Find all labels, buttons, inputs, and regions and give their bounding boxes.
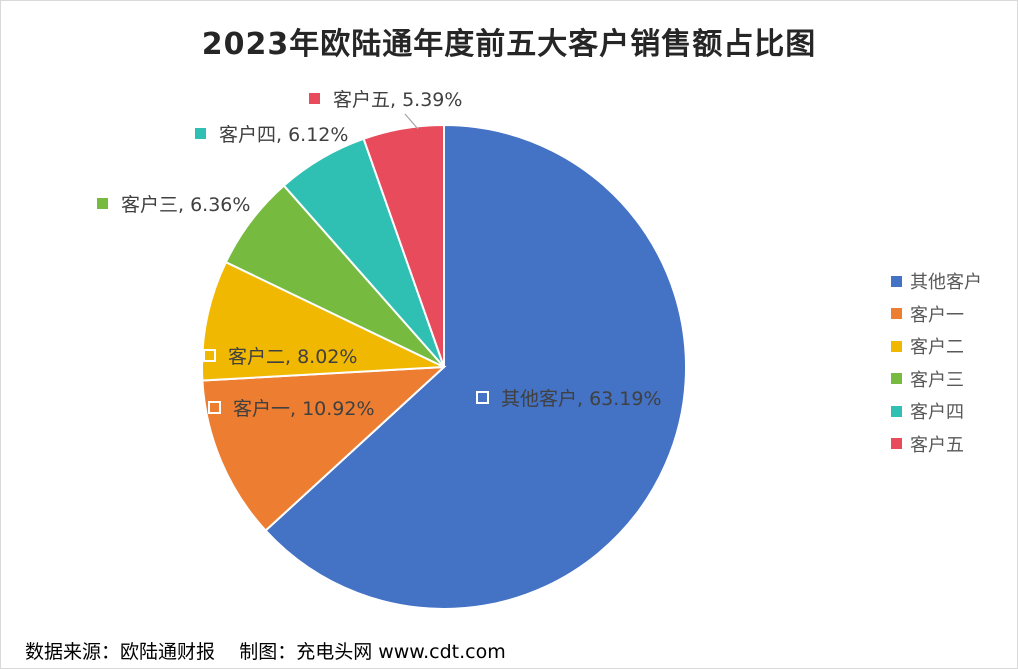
legend-swatch [891, 275, 902, 287]
legend-item-1: 其他客户 [891, 265, 982, 298]
footer: 数据来源：欧陆通财报 制图：充电头网 www.cdt.com [25, 637, 506, 664]
legend-item-6: 客户五 [891, 428, 982, 461]
slice-label-text-2: 客户一, 10.92% [233, 398, 375, 420]
legend-label: 客户五 [910, 434, 964, 456]
legend-swatch [891, 438, 902, 450]
slice-label-text-1: 其他客户, 63.19% [501, 388, 662, 410]
legend: 其他客户客户一客户二客户三客户四客户五 [891, 265, 982, 460]
chart-title: 2023年欧陆通年度前五大客户销售额占比图 [201, 27, 817, 62]
legend-label: 客户二 [910, 337, 964, 359]
legend-label: 客户四 [910, 402, 964, 424]
slice-label-key-5 [195, 128, 206, 139]
slice-label-1: 其他客户, 63.19% [476, 388, 662, 410]
legend-item-3: 客户二 [891, 330, 982, 363]
slice-label-6: 客户五, 5.39% [309, 89, 462, 111]
legend-swatch [891, 340, 902, 352]
legend-swatch [891, 308, 902, 320]
footer-credit: 制图：充电头网 www.cdt.com [239, 641, 506, 663]
pie-slice-1 [264, 123, 687, 610]
legend-swatch [891, 373, 902, 385]
slice-label-key-2 [208, 401, 221, 414]
slice-label-5: 客户四, 6.12% [195, 124, 348, 146]
legend-item-2: 客户一 [891, 298, 982, 331]
footer-source: 数据来源：欧陆通财报 [25, 641, 216, 663]
pie-slice-3 [201, 260, 445, 382]
legend-item-5: 客户四 [891, 395, 982, 428]
legend-item-4: 客户三 [891, 363, 982, 396]
slice-label-key-1 [476, 391, 489, 404]
legend-label: 客户一 [910, 304, 964, 326]
slice-label-4: 客户三, 6.36% [97, 194, 250, 216]
leader-line [404, 113, 419, 130]
slice-label-text-6: 客户五, 5.39% [333, 89, 462, 111]
slice-label-text-5: 客户四, 6.12% [219, 124, 348, 146]
slice-label-key-4 [97, 198, 108, 209]
slice-label-key-3 [203, 349, 216, 362]
pie-slice-6 [362, 123, 445, 368]
pie-slice-2 [201, 365, 447, 532]
legend-label: 其他客户 [910, 272, 982, 294]
legend-swatch [891, 405, 902, 417]
legend-label: 客户三 [910, 369, 964, 391]
slice-label-text-3: 客户二, 8.02% [228, 346, 357, 368]
slice-label-2: 客户一, 10.92% [208, 398, 375, 420]
slice-label-text-4: 客户三, 6.36% [121, 194, 250, 216]
slice-label-key-6 [309, 93, 320, 104]
slice-label-3: 客户二, 8.02% [203, 346, 357, 368]
